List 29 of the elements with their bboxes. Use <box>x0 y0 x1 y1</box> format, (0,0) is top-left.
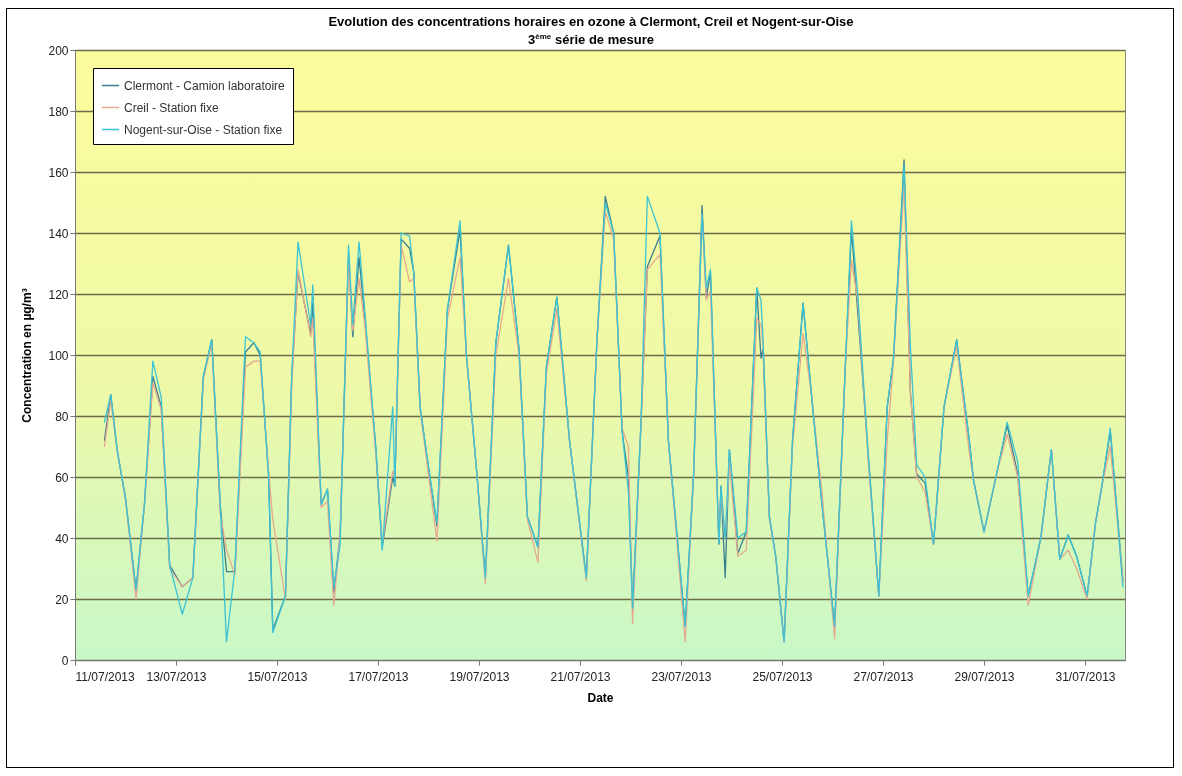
y-tick-label: 40 <box>55 531 69 546</box>
x-tick-label: 25/07/2013 <box>752 669 813 684</box>
x-tick-label: 11/07/2013 <box>75 669 135 684</box>
legend-label: Nogent-sur-Oise - Station fixe <box>124 122 283 137</box>
y-tick-label: 20 <box>55 592 69 607</box>
x-tick-label: 17/07/2013 <box>348 669 409 684</box>
x-tick-label: 31/07/2013 <box>1055 669 1116 684</box>
y-tick-label: 60 <box>55 470 69 485</box>
x-tick-label: 15/07/2013 <box>247 669 308 684</box>
y-tick-label: 120 <box>48 287 69 302</box>
x-tick-label: 23/07/2013 <box>651 669 712 684</box>
x-tick-label: 13/07/2013 <box>146 669 207 684</box>
x-tick-label: 27/07/2013 <box>853 669 914 684</box>
chart-subtitle: 3$^{ème}$ série de mesure <box>528 32 654 48</box>
y-tick-label: 160 <box>48 165 69 180</box>
y-tick-label: 200 <box>48 43 69 58</box>
legend-label: Creil - Station fixe <box>124 100 220 115</box>
legend-label: Clermont - Camion laboratoire <box>124 78 286 93</box>
x-tick-label: 19/07/2013 <box>449 669 510 684</box>
x-axis-title: Date <box>587 690 614 705</box>
y-tick-label: 100 <box>48 348 69 363</box>
y-tick-label: 180 <box>48 104 69 119</box>
y-tick-label: 0 <box>61 653 69 668</box>
x-tick-label: 29/07/2013 <box>954 669 1015 684</box>
y-axis-title: Concentration en µg/m³ <box>20 288 35 423</box>
x-tick-label: 21/07/2013 <box>550 669 611 684</box>
y-tick-label: 140 <box>48 226 69 241</box>
chart-title: Evolution des concentrations horaires en ozone à Clermont, Creil et Nogent-sur-Oise <box>327 14 855 29</box>
y-tick-label: 80 <box>55 409 69 424</box>
